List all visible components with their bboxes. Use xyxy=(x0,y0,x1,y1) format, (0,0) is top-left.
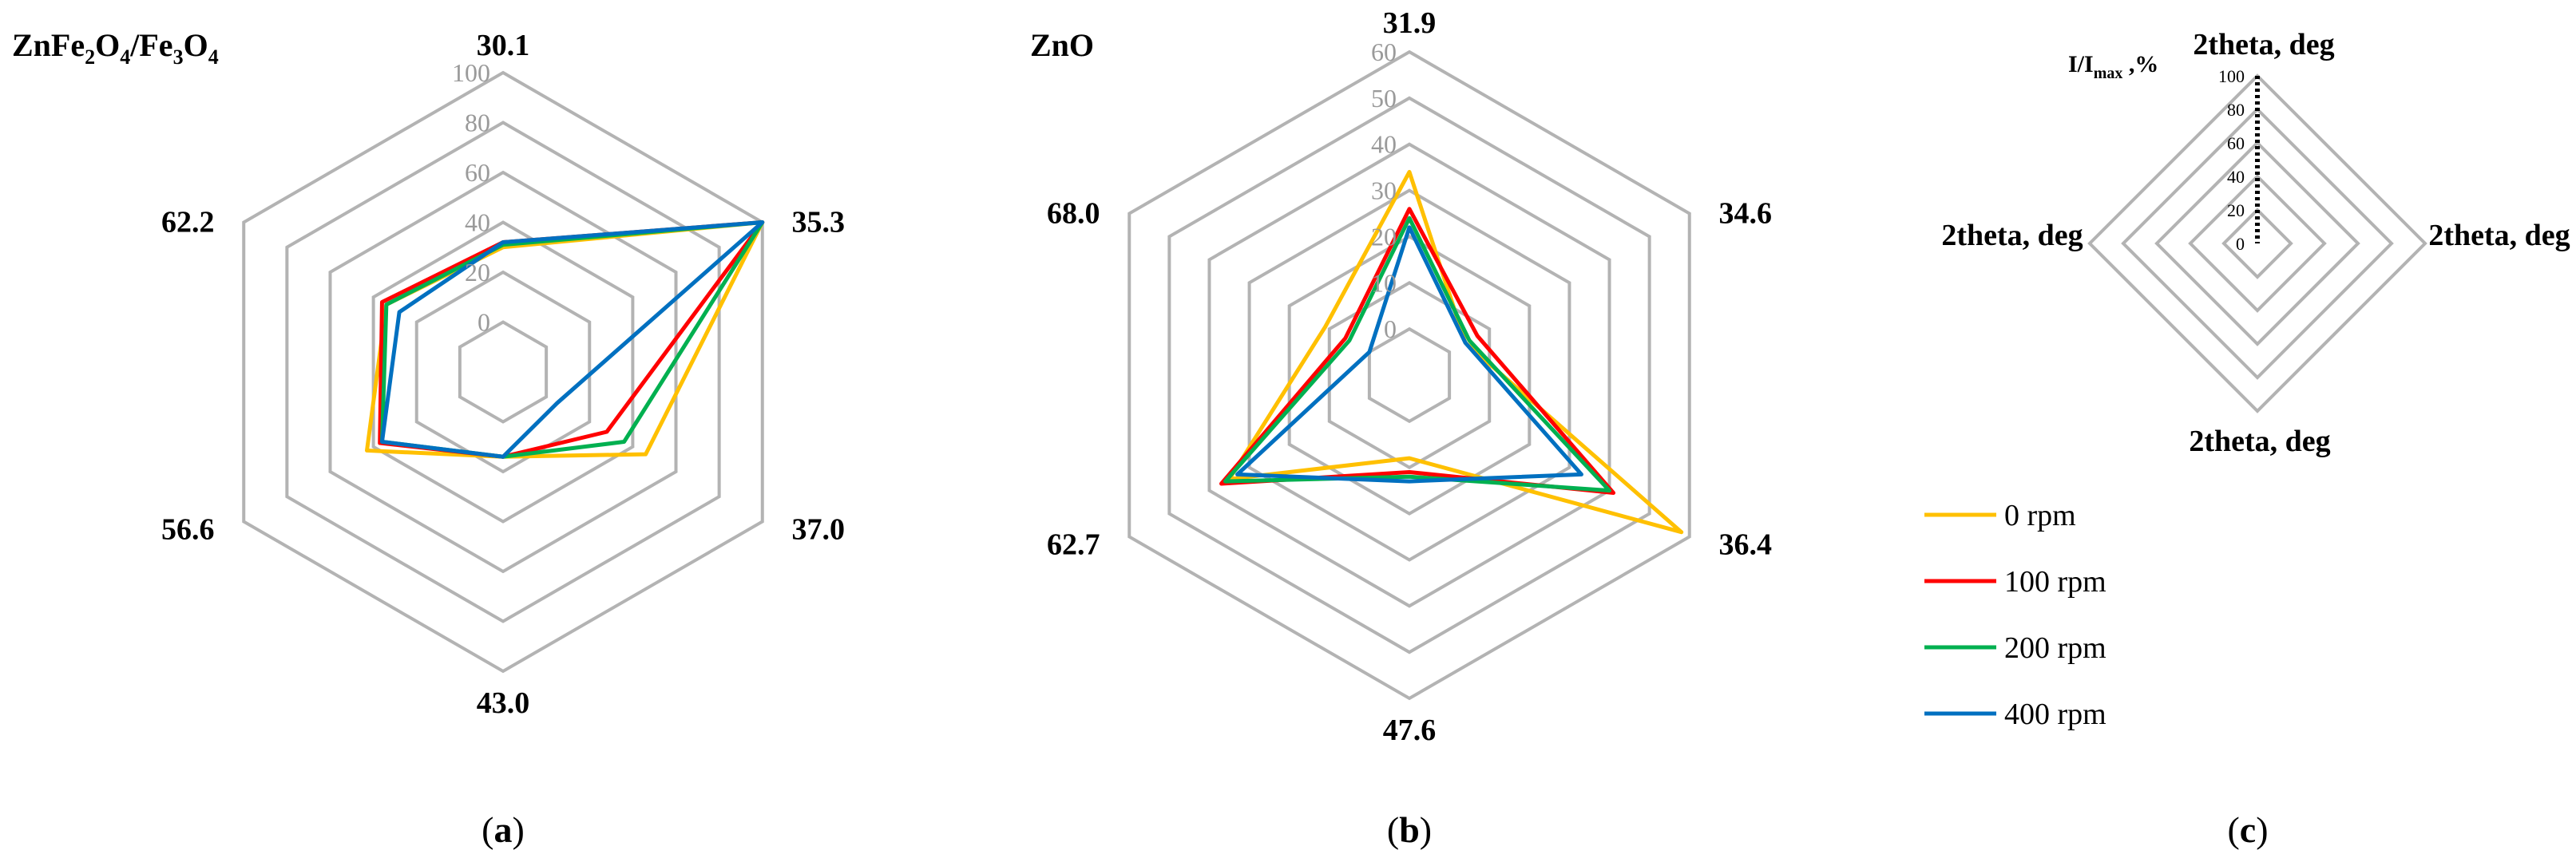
chart-b-tick-label: 10 xyxy=(1371,268,1397,297)
chart-b-grid-ring xyxy=(1287,235,1532,516)
chart-a-tick-label: 40 xyxy=(465,208,490,237)
legend-label: 200 rpm xyxy=(2004,631,2106,665)
legend-label: 400 rpm xyxy=(2004,698,2106,731)
chart-b-tick-label: 60 xyxy=(1371,38,1397,66)
legend-axis-label-right: 2theta, deg xyxy=(2428,219,2570,252)
panel-label-a: (a) xyxy=(482,809,525,850)
radar-chart-a: ZnFe2O4/Fe3O4 0 20 40 60 80 100 30.1 35.3 37.0 4… xyxy=(12,27,845,850)
chart-b-grid-ring xyxy=(1247,188,1571,562)
radar-chart-b: ZnO 0 10 20 30 40 50 60 31.9 34.6 36.4 47.6 62.7 68… xyxy=(1030,6,1772,850)
legend-label: 0 rpm xyxy=(2004,499,2076,532)
legend-axis-tick: 80 xyxy=(2227,100,2245,120)
chart-b-grid-ring xyxy=(1127,49,1691,701)
chart-b-grid-ring xyxy=(1367,326,1452,424)
chart-a-grid-ring xyxy=(328,170,678,574)
chart-b-tick-label: 20 xyxy=(1371,222,1397,251)
chart-b-category-label: 36.4 xyxy=(1718,528,1772,562)
legend: 0 rpm 100 rpm 200 rpm 400 rpm xyxy=(1924,499,2106,731)
chart-a-grid-ring xyxy=(242,70,764,674)
chart-b-grid-ring xyxy=(1167,96,1651,654)
chart-a-category-labels: 30.1 35.3 37.0 43.0 56.6 62.2 xyxy=(161,29,845,720)
chart-b-title: ZnO xyxy=(1030,27,1094,63)
legend-axis-ticks: 0 20 40 60 80 100 xyxy=(2218,66,2245,254)
chart-b-category-label: 47.6 xyxy=(1383,714,1437,747)
legend-axis-tick: 40 xyxy=(2227,167,2245,187)
chart-a-series-3 xyxy=(379,220,765,459)
chart-b-category-label: 34.6 xyxy=(1718,197,1772,231)
chart-b-category-labels: 31.9 34.6 36.4 47.6 62.7 68.0 xyxy=(1047,6,1772,747)
legend-axis-tick: 0 xyxy=(2236,234,2245,254)
chart-a-grid-ring xyxy=(371,220,635,524)
legend-axis-tick: 20 xyxy=(2227,200,2245,220)
chart-a-tick-label: 20 xyxy=(465,258,490,287)
chart-a-grid-ring xyxy=(458,320,549,424)
chart-a-category-label: 30.1 xyxy=(477,29,530,62)
chart-b-series xyxy=(1219,169,1684,535)
chart-a-tick-label: 0 xyxy=(478,308,490,337)
legend-diamond-ring xyxy=(2154,140,2360,346)
chart-a-tick-label: 60 xyxy=(465,158,490,187)
legend-axis-tick: 60 xyxy=(2227,133,2245,153)
panel-label-b: (b) xyxy=(1387,809,1432,850)
legend-label: 100 rpm xyxy=(2004,565,2106,599)
legend-diamond-grid xyxy=(2087,73,2427,413)
chart-b-category-label: 68.0 xyxy=(1047,197,1100,231)
chart-b-grid-ring xyxy=(1327,280,1492,470)
chart-b-tick-labels: 0 10 20 30 40 50 60 xyxy=(1371,38,1397,343)
chart-b-category-label: 31.9 xyxy=(1383,6,1437,40)
chart-a-grid-ring xyxy=(285,121,721,623)
legend-diamond-ring xyxy=(2221,208,2293,279)
chart-b-series-2 xyxy=(1223,216,1612,493)
panel-label-c: (c) xyxy=(2227,809,2268,850)
legend-axis-title: I/Imax ,% xyxy=(2068,51,2158,82)
legend-panel-c: 0 20 40 60 80 100 I/Imax ,% 2theta, deg 2thet… xyxy=(1924,28,2570,850)
legend-axis-label-top: 2theta, deg xyxy=(2193,28,2334,61)
chart-a-tick-labels: 0 20 40 60 80 100 xyxy=(452,58,490,337)
legend-diamond-ring xyxy=(2121,107,2394,380)
chart-b-tick-label: 40 xyxy=(1371,130,1397,159)
chart-a-title: ZnFe2O4/Fe3O4 xyxy=(12,27,219,69)
chart-a-category-label: 35.3 xyxy=(792,206,846,239)
chart-b-tick-label: 50 xyxy=(1371,84,1397,113)
legend-axis-label-bottom: 2theta, deg xyxy=(2189,425,2330,458)
legend-axis-tick: 100 xyxy=(2218,66,2245,86)
chart-a-grid-ring xyxy=(414,270,592,474)
chart-b-tick-label: 0 xyxy=(1384,314,1397,343)
chart-a-category-label: 43.0 xyxy=(477,686,530,720)
chart-a-category-label: 62.2 xyxy=(161,206,215,239)
chart-a-tick-label: 100 xyxy=(452,58,490,87)
chart-b-grid xyxy=(1127,49,1691,701)
legend-diamond-ring xyxy=(2087,73,2427,413)
legend-diamond-ring xyxy=(2188,174,2327,313)
chart-b-category-label: 62.7 xyxy=(1047,528,1100,562)
chart-b-series-3 xyxy=(1235,225,1583,484)
chart-a-category-label: 56.6 xyxy=(161,513,215,547)
chart-b-tick-label: 30 xyxy=(1371,176,1397,205)
chart-a-category-label: 37.0 xyxy=(792,513,846,547)
chart-a-series xyxy=(365,220,765,459)
chart-b-grid-ring xyxy=(1207,142,1611,608)
chart-a-tick-label: 80 xyxy=(465,109,490,137)
chart-a-grid xyxy=(242,70,764,674)
chart-b-series-1 xyxy=(1219,207,1616,496)
legend-axis-label-left: 2theta, deg xyxy=(1941,219,2083,252)
